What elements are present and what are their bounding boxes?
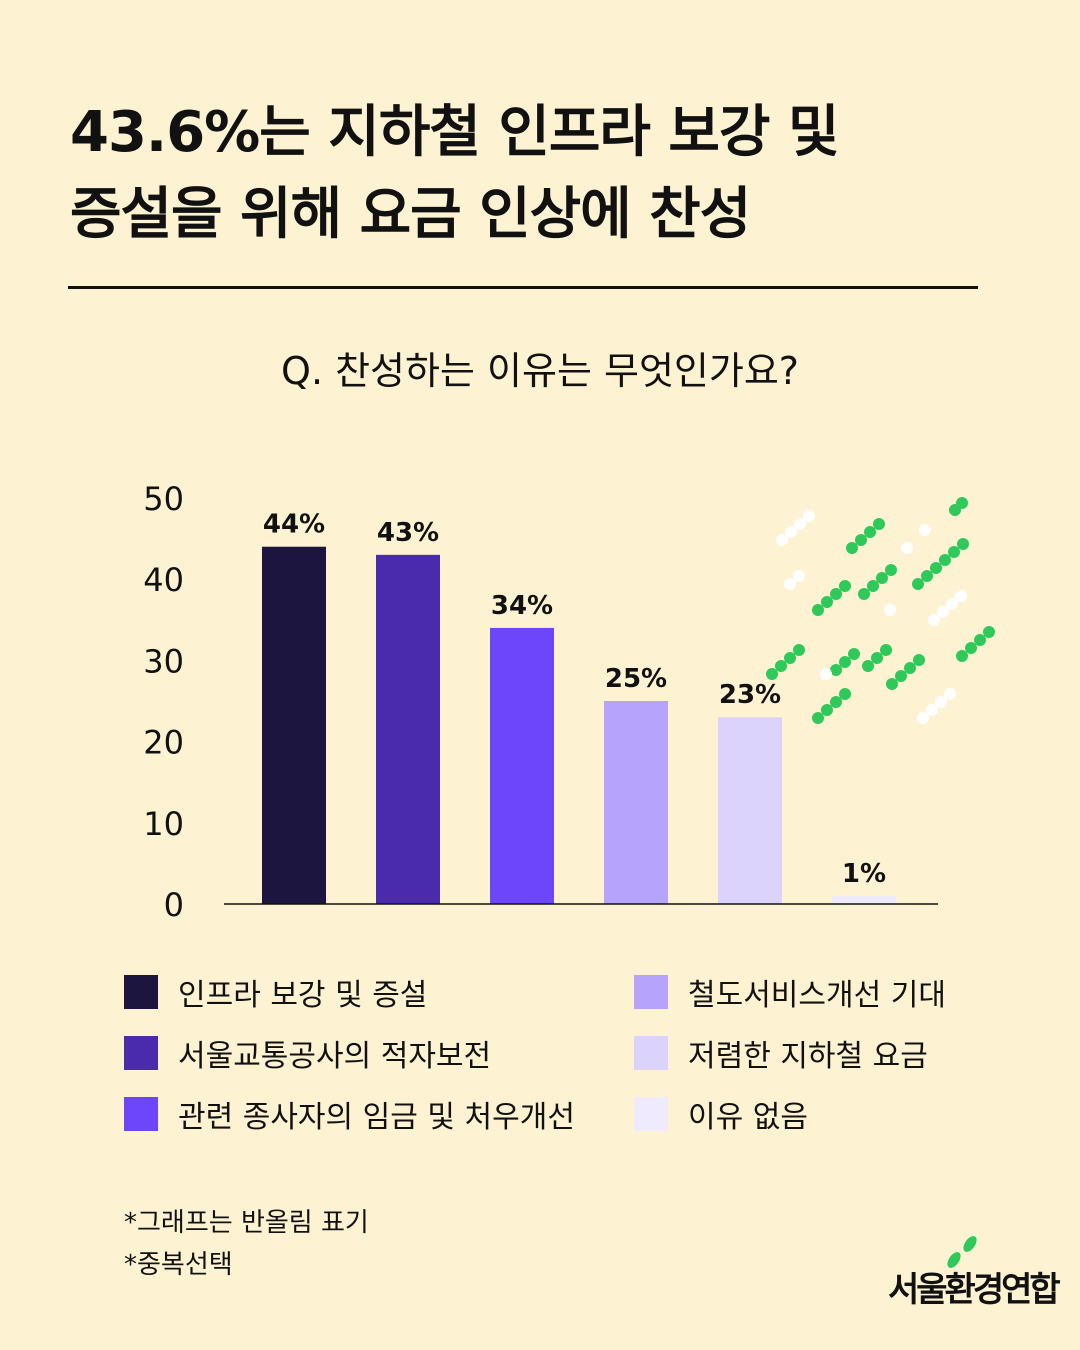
- legend-swatch: [634, 1036, 668, 1070]
- bar: [376, 554, 440, 904]
- legend-label: 철도서비스개선 기대: [688, 978, 946, 1013]
- y-tick-label: 0: [164, 886, 184, 924]
- legend-label: 저렴한 지하철 요금: [688, 1039, 928, 1074]
- legend-item-deficit: 서울교통공사의 적자보전: [124, 1033, 492, 1074]
- legend-swatch: [124, 975, 158, 1009]
- legend-swatch: [634, 1097, 668, 1131]
- bar-data-label: 44%: [263, 510, 325, 540]
- title-line-2: 증설을 위해 요금 인상에 찬성: [70, 182, 751, 247]
- legend-label: 관련 종사자의 임금 및 처우개선: [178, 1100, 575, 1135]
- bar: [718, 717, 782, 904]
- decorative-dots-pattern: [766, 497, 995, 724]
- leaf-icon: [947, 1236, 977, 1268]
- title-divider: [68, 286, 978, 289]
- footnote-multiple-choice: *중복선택: [124, 1250, 233, 1280]
- bar-data-label: 43%: [377, 518, 439, 548]
- legend-item-infra: 인프라 보강 및 증설: [124, 972, 428, 1013]
- bar: [490, 627, 554, 904]
- legend-label: 이유 없음: [688, 1100, 808, 1135]
- y-tick-label: 30: [143, 642, 184, 680]
- y-tick-label: 50: [143, 480, 184, 518]
- brand-logo: 서울환경연합: [888, 1232, 1061, 1312]
- white-dots: [776, 510, 967, 724]
- green-dots: [766, 497, 995, 724]
- bar-data-label: 25%: [605, 664, 667, 694]
- legend-label: 인프라 보강 및 증설: [178, 978, 428, 1013]
- legend-swatch: [124, 1097, 158, 1131]
- legend-item-wages: 관련 종사자의 임금 및 처우개선: [124, 1094, 575, 1135]
- bar: [604, 701, 668, 904]
- legend-swatch: [634, 975, 668, 1009]
- footnote-rounding: *그래프는 반올림 표기: [124, 1208, 369, 1238]
- bar-data-label: 1%: [842, 859, 886, 889]
- legend-item-service: 철도서비스개선 기대: [634, 972, 946, 1013]
- bar-data-label: 23%: [719, 680, 781, 710]
- legend-item-cheap-fare: 저렴한 지하철 요금: [634, 1033, 928, 1074]
- brand-logo-text: 서울환경연합: [888, 1270, 1061, 1310]
- title-line-1: 43.6%는 지하철 인프라 보강 및: [70, 100, 839, 165]
- bar: [832, 895, 896, 904]
- bar: [262, 546, 326, 904]
- bar-chart: 0 10 20 30 40 50 44% 43% 34% 25% 23% 1%: [143, 480, 938, 924]
- page-title: 43.6%는 지하철 인프라 보강 및 증설을 위해 요금 인상에 찬성: [70, 92, 1010, 256]
- legend-swatch: [124, 1036, 158, 1070]
- footnotes: *그래프는 반올림 표기 *중복선택: [124, 1202, 369, 1286]
- y-tick-label: 40: [143, 561, 184, 599]
- y-tick-label: 10: [143, 805, 184, 843]
- bar-data-label: 34%: [491, 591, 553, 621]
- legend-item-no-reason: 이유 없음: [634, 1094, 808, 1135]
- survey-question: Q. 찬성하는 이유는 무엇인가요?: [281, 349, 799, 393]
- legend-label: 서울교통공사의 적자보전: [178, 1039, 492, 1074]
- y-tick-label: 20: [143, 724, 184, 762]
